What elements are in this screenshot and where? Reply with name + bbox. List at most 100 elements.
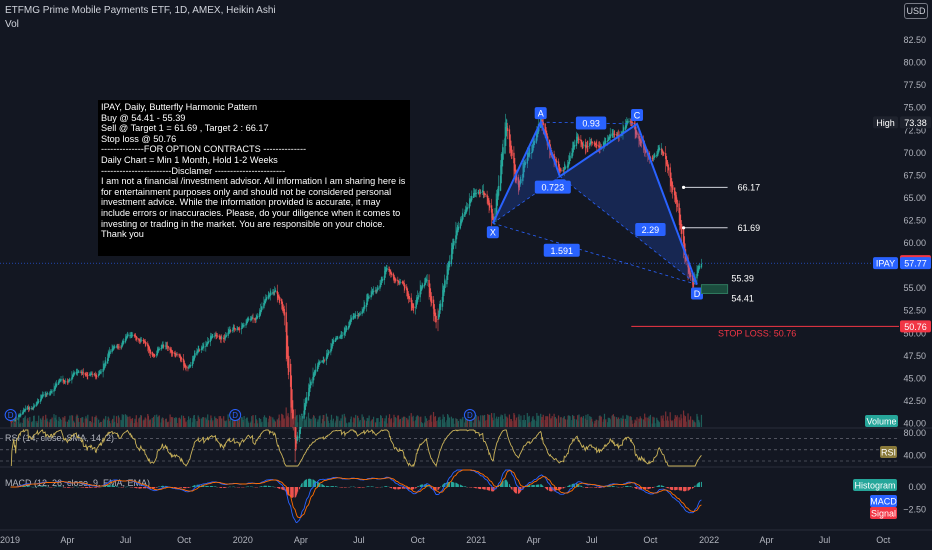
macd-histogram-bar <box>600 487 602 488</box>
volume-bar <box>173 417 176 427</box>
time-axis-tick: 2021 <box>466 535 486 545</box>
volume-bar <box>129 422 132 427</box>
volume-bar <box>147 413 149 427</box>
macd-histogram-bar <box>41 486 43 487</box>
macd-histogram-bar <box>600 487 602 488</box>
volume-bar <box>495 418 497 427</box>
macd-histogram-bar <box>142 487 144 489</box>
macd-histogram-bar <box>500 482 502 487</box>
macd-histogram-bar <box>679 487 681 491</box>
macd-histogram-bar <box>341 487 343 488</box>
candle-body <box>310 381 312 386</box>
volume-bar <box>611 415 613 427</box>
candle-body <box>265 297 268 301</box>
macd-histogram-bar <box>475 487 477 489</box>
volume-bar <box>279 420 281 427</box>
volume-bar <box>408 422 410 427</box>
dividend-marker <box>4 409 17 421</box>
volume-bar <box>67 423 69 427</box>
volume-bar <box>511 421 513 427</box>
macd-histogram-bar <box>562 487 564 489</box>
macd-histogram-bar <box>399 487 401 489</box>
candle-body <box>408 296 410 300</box>
volume-bar <box>194 419 196 427</box>
macd-histogram-bar <box>482 487 484 490</box>
volume-bar <box>291 420 294 427</box>
volume-bar <box>50 419 52 427</box>
macd-histogram-bar <box>545 487 547 490</box>
volume-bar <box>523 415 525 427</box>
macd-histogram-bar <box>671 487 673 490</box>
volume-bar <box>45 420 47 427</box>
macd-histogram-bar <box>109 485 111 487</box>
macd-histogram-bar <box>107 485 109 487</box>
macd-histogram-bar <box>415 487 417 489</box>
volume-bar <box>437 420 439 427</box>
volume-bar <box>22 418 24 427</box>
volume-bar <box>135 415 137 427</box>
macd-histogram-bar <box>635 487 637 489</box>
note-line: -----------------------Disclamer -------… <box>101 165 286 176</box>
volume-bar <box>143 420 146 427</box>
macd-histogram-bar <box>385 486 387 487</box>
volume-bar <box>117 423 119 427</box>
volume-bar <box>313 415 315 427</box>
macd-histogram-bar <box>390 487 392 488</box>
volume-bar <box>470 416 472 427</box>
macd-histogram-bar <box>143 487 145 489</box>
macd-histogram-bar <box>700 481 702 487</box>
volume-bar <box>304 419 306 427</box>
macd-histogram-bar <box>420 484 422 487</box>
candle-body <box>245 323 247 326</box>
target-level-label: 61.69 <box>738 223 761 233</box>
macd-histogram-bar <box>403 487 405 489</box>
volume-bar <box>397 415 400 427</box>
currency-button[interactable]: USD <box>904 3 928 19</box>
volume-bar <box>53 414 55 427</box>
volume-bar <box>448 417 450 427</box>
candle-body <box>20 413 22 416</box>
macd-histogram-bar <box>89 487 91 488</box>
volume-bar <box>276 419 278 427</box>
macd-histogram-bar <box>662 486 664 487</box>
macd-histogram-bar <box>223 487 225 488</box>
volume-bar <box>567 415 569 427</box>
candle-body <box>457 226 460 231</box>
macd-histogram-bar <box>112 485 114 487</box>
volume-bar <box>429 416 431 427</box>
volume-bar <box>106 420 109 427</box>
pattern-point-badge <box>631 108 644 121</box>
macd-histogram-bar <box>138 487 140 489</box>
candle-body <box>225 334 227 338</box>
volume-bar <box>393 414 395 427</box>
volume-bar <box>452 418 454 427</box>
macd-histogram-bar <box>261 486 263 487</box>
macd-histogram-bar <box>518 487 520 494</box>
candle-body <box>118 346 120 348</box>
candle-body <box>29 408 31 409</box>
volume-bar <box>531 421 533 427</box>
macd-histogram-bar <box>84 487 86 488</box>
volume-bar <box>187 420 189 427</box>
volume-bar <box>477 416 479 427</box>
volume-bar <box>630 417 632 427</box>
macd-histogram-bar <box>202 485 204 487</box>
volume-bar <box>600 416 602 427</box>
candle-body <box>596 144 598 147</box>
volume-bar <box>621 418 623 427</box>
macd-histogram-bar <box>692 487 694 489</box>
candle-body <box>395 279 397 281</box>
volume-bar <box>375 422 377 427</box>
volume-bar <box>85 418 88 427</box>
volume-bar <box>180 419 182 427</box>
macd-histogram-bar <box>326 486 328 487</box>
volume-bar <box>327 416 329 427</box>
candle-body <box>417 295 419 300</box>
volume-bar <box>406 420 408 427</box>
candle-body <box>523 163 525 173</box>
macd-histogram-bar <box>395 487 397 490</box>
volume-bar <box>474 414 476 427</box>
macd-histogram-bar <box>478 487 480 489</box>
volume-bar <box>127 416 129 427</box>
